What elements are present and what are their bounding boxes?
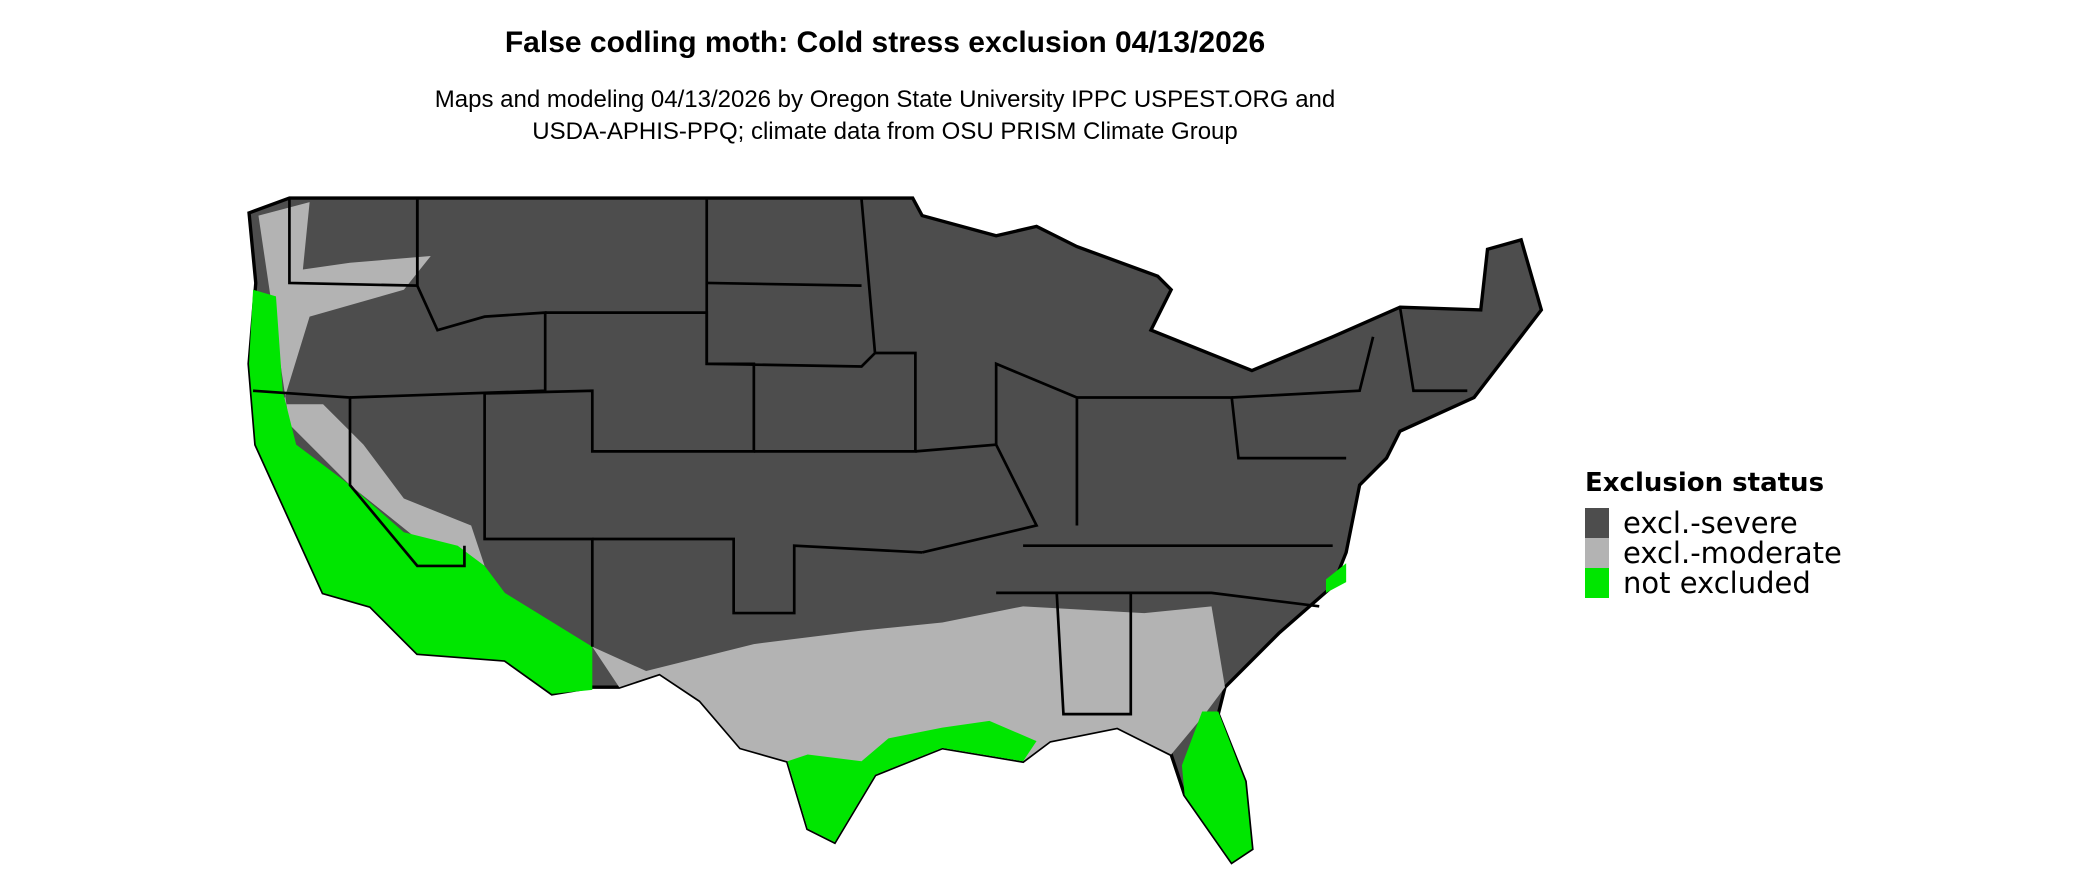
legend-swatch-not-excluded xyxy=(1585,568,1609,598)
legend-label: excl.-moderate xyxy=(1623,536,1842,570)
state-borders xyxy=(252,196,1468,716)
legend-item-not-excluded: not excluded xyxy=(1585,566,1842,600)
legend-swatch-severe xyxy=(1585,508,1609,538)
legend-item-severe: excl.-severe xyxy=(1585,506,1842,540)
severe-exclusion-region xyxy=(247,196,1544,865)
legend-item-moderate: excl.-moderate xyxy=(1585,536,1842,570)
legend-title: Exclusion status xyxy=(1585,468,1825,498)
subtitle-line-2: USDA-APHIS-PPQ; climate data from OSU PR… xyxy=(532,118,1238,145)
map-title: False codling moth: Cold stress exclusio… xyxy=(504,26,1266,59)
map-subtitle: Maps and modeling 04/13/2026 by Oregon S… xyxy=(0,84,1770,148)
legend-label: not excluded xyxy=(1623,566,1811,600)
not-excluded-region-nc xyxy=(1325,563,1347,593)
not-excluded-region-west xyxy=(249,289,593,694)
moderate-exclusion-region xyxy=(592,606,1225,843)
legend-swatch-moderate xyxy=(1585,538,1609,568)
legend-label: excl.-severe xyxy=(1623,506,1798,540)
moderate-exclusion-region-west xyxy=(258,202,485,566)
not-excluded-region-florida xyxy=(1181,711,1252,863)
subtitle-line-1: Maps and modeling 04/13/2026 by Oregon S… xyxy=(434,86,1336,113)
legend: Exclusion status excl.-severe excl.-mode… xyxy=(1585,468,1842,600)
not-excluded-region-texas xyxy=(787,720,1037,843)
